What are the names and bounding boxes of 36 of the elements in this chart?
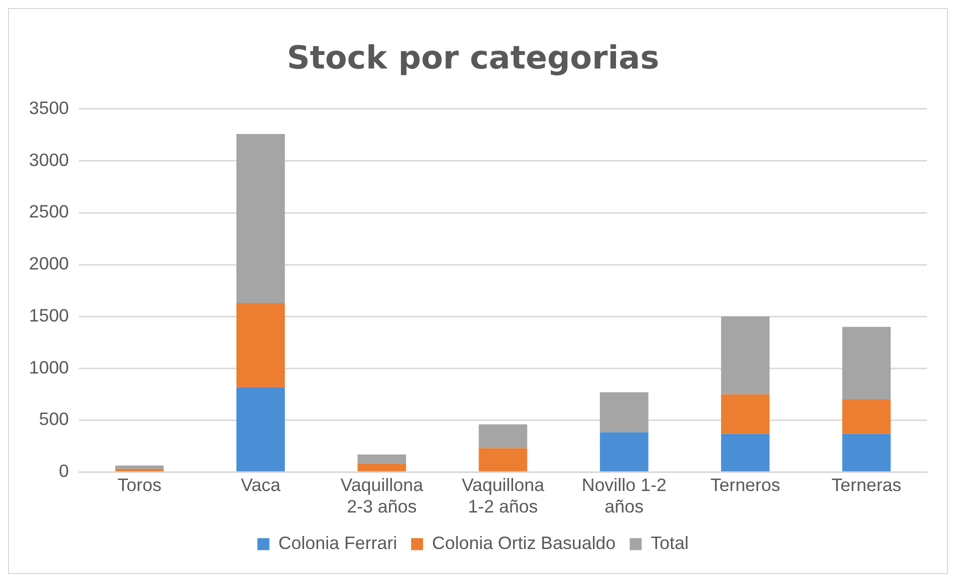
x-tick-label: Novillo 1-2 años — [582, 474, 667, 516]
bar — [236, 134, 285, 304]
y-tick-label: 2000 — [28, 254, 69, 274]
y-tick-label: 3000 — [28, 150, 69, 170]
x-tick-label: Terneros — [710, 474, 780, 495]
legend-label: Total — [650, 533, 689, 554]
bar — [842, 400, 891, 434]
bar — [842, 326, 891, 400]
bar — [721, 316, 770, 394]
y-tick-label: 1500 — [28, 306, 69, 326]
y-tick-label: 3500 — [28, 98, 69, 118]
bar — [478, 424, 528, 448]
x-tick-label: Vaca — [240, 474, 280, 495]
legend-label: Colonia Ortiz Basualdo — [432, 533, 616, 554]
bar — [478, 448, 528, 472]
bar — [115, 466, 164, 469]
bar — [115, 468, 164, 472]
bar — [236, 303, 285, 388]
y-tick-label: 1000 — [28, 357, 69, 378]
bar — [721, 434, 770, 472]
x-tick-label: Terneras — [832, 474, 902, 495]
bar — [721, 394, 770, 434]
x-tick-label: Vaquillona 2-3 años — [340, 474, 424, 516]
legend-label: Colonia Ferrari — [278, 533, 398, 554]
x-tick-label: Vaquillona 1-2 años — [462, 474, 544, 516]
bar — [358, 463, 406, 472]
x-tick-label: Toros — [118, 474, 162, 495]
bar — [358, 454, 406, 464]
y-tick-label: 2500 — [28, 202, 69, 222]
bar — [600, 432, 648, 472]
bar — [600, 392, 648, 432]
y-tick-label: 0 — [58, 461, 69, 482]
bar — [842, 434, 891, 472]
bar — [236, 387, 285, 472]
chart-title: Stock por categorias — [286, 38, 660, 76]
y-tick-label: 500 — [38, 409, 69, 430]
